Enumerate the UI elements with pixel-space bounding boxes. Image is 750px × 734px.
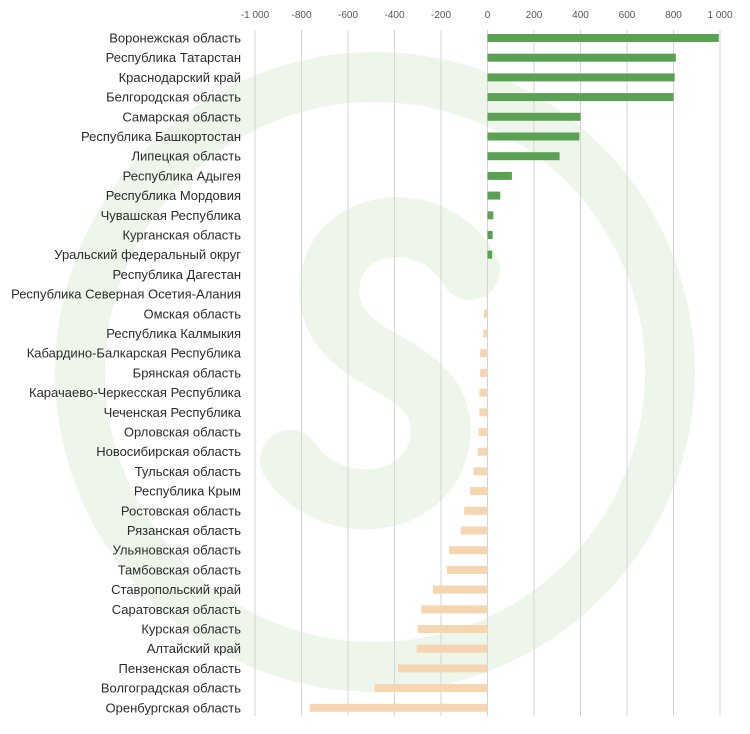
category-label: Чувашская Республика <box>101 208 242 223</box>
category-label: Омская область <box>143 306 241 321</box>
category-label: Республика Калмыкия <box>106 326 241 341</box>
bar <box>479 408 488 417</box>
bar <box>487 250 493 259</box>
bar <box>487 132 580 141</box>
x-tick-label: -1 000 <box>241 10 270 21</box>
bar <box>487 53 676 62</box>
category-label: Оренбургская область <box>106 700 242 715</box>
category-label: Республика Татарстан <box>106 50 241 65</box>
x-tick-label: -400 <box>384 10 404 21</box>
bar <box>478 428 488 436</box>
category-label: Кабардино-Балкарская Республика <box>27 346 242 361</box>
category-label: Республика Дагестан <box>113 267 241 282</box>
bar <box>487 73 675 82</box>
category-label: Волгоградская область <box>101 681 241 696</box>
category-label: Белгородская область <box>106 90 241 105</box>
bar <box>432 585 488 594</box>
bar <box>417 625 488 633</box>
category-label: Ростовская область <box>121 503 241 518</box>
bar <box>397 664 488 673</box>
category-label: Республика Мордовия <box>106 188 241 203</box>
bar <box>446 565 488 574</box>
category-label: Курская область <box>141 622 241 637</box>
category-label: Чеченская Республика <box>104 405 242 420</box>
bar <box>460 526 488 535</box>
category-label: Орловская область <box>124 425 241 440</box>
bar <box>487 152 560 161</box>
bar <box>487 34 719 42</box>
bar <box>486 290 488 299</box>
x-axis-ticks: -1 000 -800 -600 -400 -200 0 200 400 600 800 1 000 <box>241 10 733 21</box>
watermark-logo <box>55 52 695 692</box>
category-label: Пензенская область <box>119 661 242 676</box>
category-label: Брянская область <box>133 365 242 380</box>
category-label: Воронежская область <box>109 31 241 46</box>
category-label: Краснодарский край <box>119 70 241 85</box>
category-label: Алтайский край <box>147 641 241 656</box>
x-tick-label: -200 <box>431 10 451 21</box>
category-label: Самарская область <box>122 109 241 124</box>
x-tick-label: -800 <box>291 10 311 21</box>
bar <box>480 368 488 377</box>
category-label: Республика Башкортостан <box>81 129 241 144</box>
bar <box>421 605 488 614</box>
x-tick-label: -600 <box>338 10 358 21</box>
category-label: Саратовская область <box>112 602 241 617</box>
bar <box>487 171 512 180</box>
bar <box>449 546 488 555</box>
bars <box>309 34 719 712</box>
bar <box>374 684 488 693</box>
bar <box>464 506 488 515</box>
category-label: Тамбовская область <box>118 562 242 577</box>
bar <box>484 309 488 318</box>
bar <box>487 191 501 200</box>
bar <box>470 487 488 496</box>
category-label: Ставропольский край <box>111 582 241 597</box>
category-label: Карачаево-Черкесская Республика <box>29 385 242 400</box>
bar <box>477 447 488 456</box>
bar <box>480 349 488 358</box>
bar <box>309 703 488 712</box>
bar <box>416 644 488 653</box>
bar <box>473 467 488 476</box>
category-label: Липецкая область <box>132 149 242 164</box>
bar <box>487 93 674 102</box>
bar <box>487 231 493 239</box>
bar <box>487 112 581 121</box>
category-label: Рязанская область <box>127 523 241 538</box>
bar <box>483 329 488 338</box>
bar <box>487 211 494 220</box>
gridlines <box>254 30 721 716</box>
category-label: Тульская область <box>135 464 241 479</box>
bar <box>479 388 488 397</box>
x-tick-label: 1 000 <box>707 10 732 21</box>
category-labels: Воронежская область Республика Татарстан К… <box>11 31 242 716</box>
category-label: Республика Северная Осетия-Алания <box>11 287 241 302</box>
category-label: Республика Крым <box>134 484 241 499</box>
category-label: Ульяновская область <box>113 543 242 558</box>
category-label: Новосибирская область <box>96 444 241 459</box>
x-tick-label: 0 <box>485 10 491 21</box>
x-tick-label: 400 <box>572 10 589 21</box>
x-tick-label: 800 <box>665 10 682 21</box>
category-label: Курганская область <box>122 228 241 243</box>
x-tick-label: 600 <box>619 10 636 21</box>
x-tick-label: 200 <box>526 10 543 21</box>
category-label: Уральский федеральный округ <box>54 247 241 262</box>
category-label: Республика Адыгея <box>123 168 241 183</box>
